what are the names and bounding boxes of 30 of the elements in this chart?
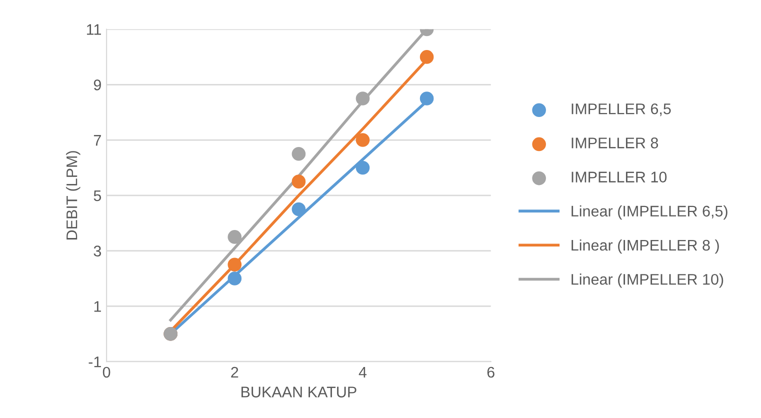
legend-label: Linear (IMPELLER 10) — [572, 274, 724, 288]
point — [356, 160, 370, 175]
legend-label: Linear (IMPELLER 6,5) — [572, 205, 728, 220]
point — [228, 230, 242, 244]
point — [356, 92, 370, 106]
point — [292, 146, 306, 161]
legend-label: IMPELLER 8 — [572, 138, 658, 148]
point — [228, 272, 242, 286]
y-tick-label: 5 — [94, 190, 102, 202]
x-tick-label: 2 — [231, 366, 238, 378]
point — [420, 92, 434, 106]
point — [420, 50, 434, 64]
x-tick-label: 4 — [358, 366, 367, 378]
x-axis-title: BUKAAN KATUP — [242, 386, 356, 398]
point — [356, 133, 370, 147]
y-tick-label: 7 — [94, 135, 101, 146]
legend-label: IMPELLER 6,5 — [572, 103, 671, 116]
x-tick-label: 6 — [487, 366, 494, 378]
y-tick-label: 11 — [86, 24, 101, 35]
y-tick-label: 1 — [94, 301, 101, 312]
legend-label: Linear (IMPELLER 8 ) — [572, 239, 719, 254]
point — [292, 174, 306, 188]
legend-label: IMPELLER 10 — [572, 172, 667, 182]
y-axis-title: DEBIT (LPM) — [66, 151, 80, 240]
y-tick-label: 9 — [94, 80, 101, 90]
point — [228, 258, 242, 272]
y-tick-label: 3 — [94, 246, 102, 256]
y-tick-label: -1 — [88, 356, 101, 368]
x-tick-label: 0 — [102, 366, 110, 378]
point — [292, 202, 306, 216]
